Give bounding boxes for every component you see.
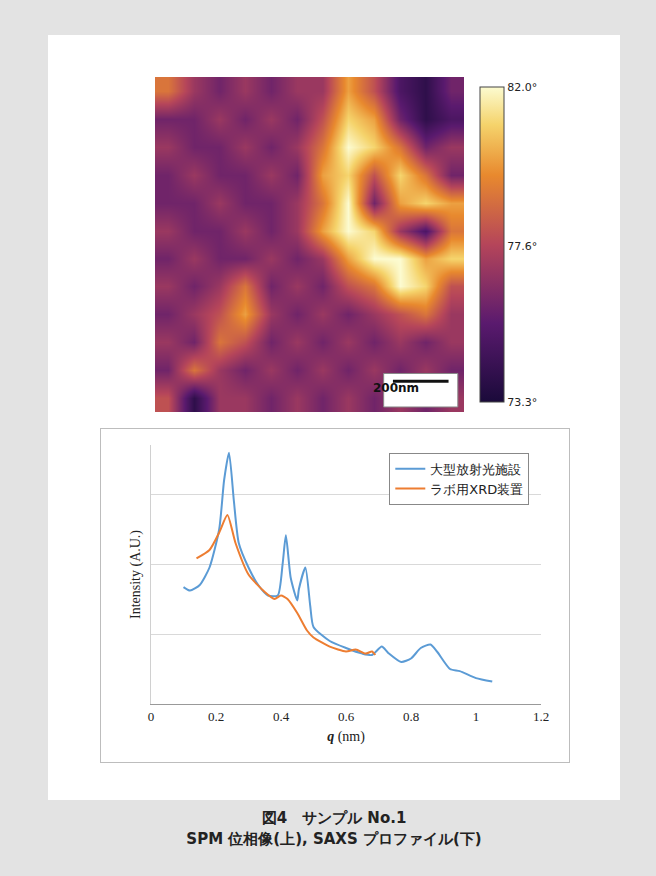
svg-text:73.3°: 73.3° bbox=[507, 396, 537, 409]
svg-text:q (nm): q (nm) bbox=[327, 729, 365, 745]
svg-text:77.6°: 77.6° bbox=[507, 240, 537, 253]
svg-text:0.8: 0.8 bbox=[403, 709, 419, 724]
svg-text:Intensity (A.U.): Intensity (A.U.) bbox=[128, 530, 144, 619]
html-text:SPM 位相像(上), SAXS プロファイル(下): SPM 位相像(上), SAXS プロファイル(下) bbox=[186, 830, 482, 848]
svg-text:0.2: 0.2 bbox=[208, 709, 224, 724]
svg-text:200nm: 200nm bbox=[373, 381, 419, 395]
svg-text:大型放射光施設: 大型放射光施設 bbox=[430, 462, 521, 477]
svg-text:0.4: 0.4 bbox=[273, 709, 290, 724]
svg-text:1: 1 bbox=[473, 709, 480, 724]
svg-text:ラボ用XRD装置: ラボ用XRD装置 bbox=[430, 482, 523, 497]
svg-text:0.6: 0.6 bbox=[338, 709, 355, 724]
svg-text:0: 0 bbox=[148, 709, 155, 724]
svg-text:82.0°: 82.0° bbox=[507, 81, 537, 94]
html-text:図4 サンプル No.1: 図4 サンプル No.1 bbox=[261, 809, 407, 827]
svg-text:1.2: 1.2 bbox=[533, 709, 549, 724]
